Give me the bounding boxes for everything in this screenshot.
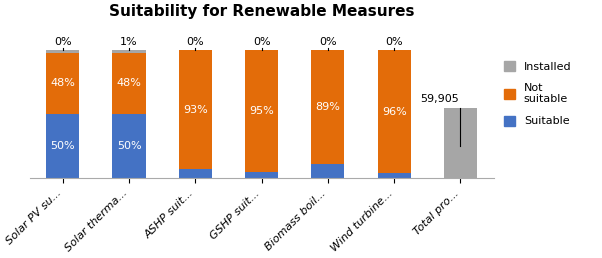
Text: 95%: 95%	[249, 106, 274, 116]
Bar	[46, 53, 79, 114]
Legend: Installed, Not
suitable, Suitable: Installed, Not suitable, Suitable	[504, 61, 571, 126]
Bar	[245, 50, 278, 172]
Bar	[46, 50, 79, 53]
Bar	[113, 114, 146, 178]
Text: 93%: 93%	[183, 105, 208, 115]
Text: 96%: 96%	[382, 107, 406, 117]
Bar	[113, 53, 146, 114]
Bar	[377, 173, 411, 178]
Text: 0%: 0%	[385, 37, 403, 47]
Title: Suitability for Renewable Measures: Suitability for Renewable Measures	[109, 4, 414, 19]
Text: 50%: 50%	[51, 141, 75, 151]
Text: 48%: 48%	[51, 78, 75, 88]
Bar	[113, 50, 146, 53]
Bar	[245, 172, 278, 178]
Bar	[311, 164, 344, 178]
Bar	[311, 50, 344, 164]
Bar	[377, 50, 411, 173]
Bar	[179, 169, 212, 178]
Text: 59,905: 59,905	[420, 94, 459, 104]
Text: 48%: 48%	[117, 78, 141, 88]
Text: 89%: 89%	[315, 102, 340, 112]
Text: 0%: 0%	[253, 37, 270, 47]
Bar	[46, 114, 79, 178]
Text: 0%: 0%	[319, 37, 337, 47]
Text: 1%: 1%	[120, 37, 138, 47]
Text: 0%: 0%	[187, 37, 204, 47]
Bar	[179, 50, 212, 169]
Text: 50%: 50%	[117, 141, 141, 151]
Bar	[444, 108, 477, 178]
Text: 0%: 0%	[54, 37, 72, 47]
